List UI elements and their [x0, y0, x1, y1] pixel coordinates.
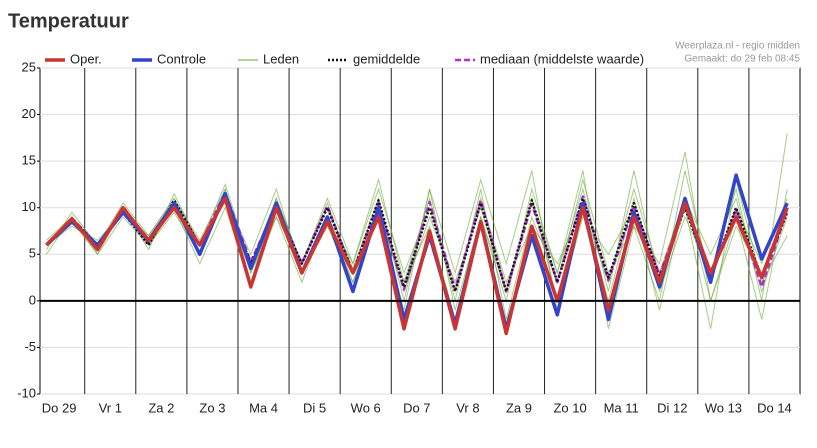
x-tick-label: Zo 3: [199, 400, 225, 415]
x-tick-label: Za 9: [506, 400, 532, 415]
y-tick-label: 15: [22, 153, 36, 168]
legend-label: Oper.: [70, 51, 102, 66]
x-tick-label: Vr 8: [456, 400, 479, 415]
member-line: [46, 170, 788, 311]
x-tick-label: Wo 13: [705, 400, 742, 415]
x-tick-label: Do 14: [757, 400, 792, 415]
legend-label: Controle: [157, 51, 206, 66]
y-tick-label: 0: [29, 292, 36, 307]
source: Weerplaza.nl - regio midden: [675, 41, 800, 52]
x-tick-label: Vr 1: [99, 400, 122, 415]
legend-label: Leden: [263, 51, 299, 66]
x-tick-label: Do 29: [42, 400, 77, 415]
chart-title: Temperatuur: [8, 10, 129, 32]
y-tick-label: 20: [22, 106, 36, 121]
y-tick-label: -5: [24, 339, 36, 354]
y-tick-label: 10: [22, 199, 36, 214]
x-tick-label: Ma 4: [249, 400, 278, 415]
x-tick-label: Di 5: [303, 400, 326, 415]
series-line: [45, 197, 789, 293]
x-tick-label: Wo 6: [351, 400, 381, 415]
series-line: [45, 196, 789, 336]
x-tick-label: Di 12: [657, 400, 687, 415]
y-tick-label: 25: [22, 59, 36, 74]
y-tick-label: 5: [29, 246, 36, 261]
x-tick-label: Za 2: [148, 400, 174, 415]
legend-label: mediaan (middelste waarde): [480, 51, 644, 66]
x-tick-label: Do 7: [403, 400, 430, 415]
x-tick-label: Zo 10: [553, 400, 586, 415]
y-tick-label: -10: [17, 385, 36, 400]
legend-label: gemiddelde: [353, 51, 420, 66]
created: Gemaakt: do 29 feb 08:45: [684, 54, 800, 65]
x-tick-label: Ma 11: [604, 400, 639, 415]
